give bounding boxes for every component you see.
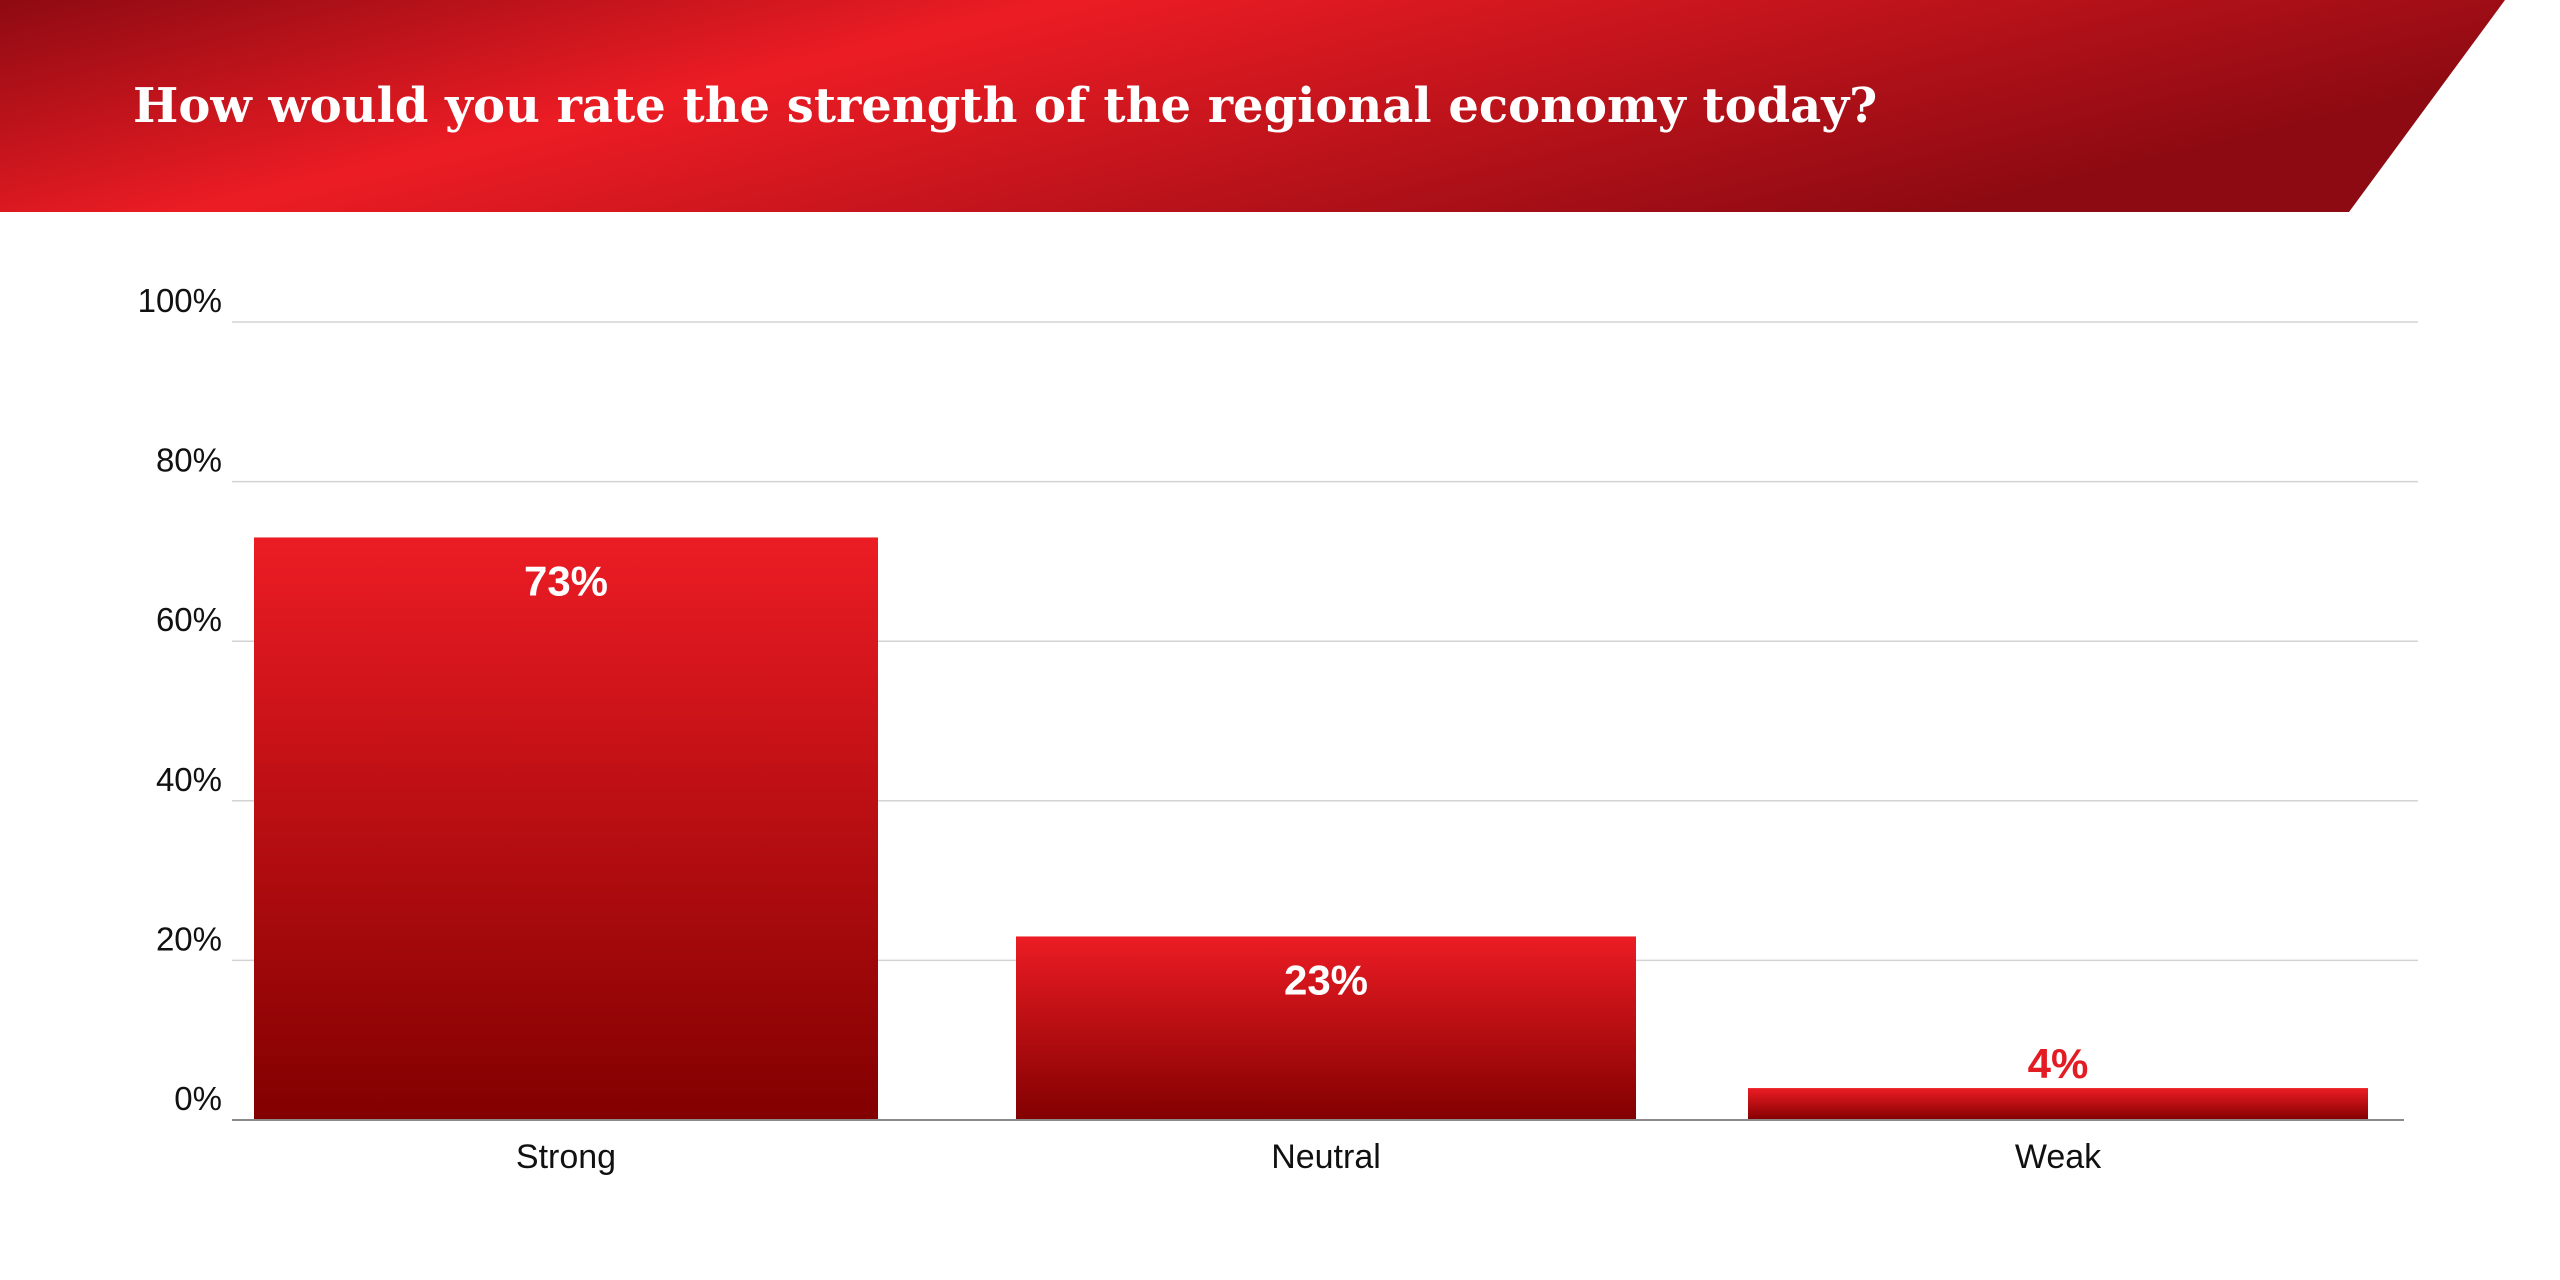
y-tick-label: 0% — [174, 1080, 222, 1117]
bar-strong — [254, 537, 878, 1120]
x-tick-label-weak: Weak — [2015, 1138, 2102, 1176]
y-tick-label: 40% — [156, 761, 222, 798]
y-tick-label: 60% — [156, 601, 222, 638]
bars — [254, 537, 2368, 1120]
data-labels: 73% 23% 4% — [524, 557, 2088, 1087]
chart-title: How would you rate the strength of the r… — [133, 78, 1878, 134]
data-label-weak: 4% — [2028, 1040, 2089, 1087]
y-axis-tick-labels: 0% 20% 40% 60% 80% 100% — [138, 282, 222, 1117]
x-tick-label-strong: Strong — [516, 1138, 616, 1176]
y-tick-label: 80% — [156, 442, 222, 479]
x-tick-label-neutral: Neutral — [1271, 1138, 1381, 1176]
data-label-strong: 73% — [524, 557, 608, 604]
y-tick-label: 100% — [138, 282, 222, 319]
title-banner: How would you rate the strength of the r… — [0, 0, 2560, 212]
banner-shape — [0, 0, 2505, 212]
bar-weak — [1748, 1088, 2368, 1120]
x-axis-tick-labels: Strong Neutral Weak — [516, 1138, 2102, 1176]
data-label-neutral: 23% — [1284, 956, 1368, 1003]
banner-background — [0, 0, 2505, 212]
bar-neutral — [1016, 936, 1636, 1120]
y-tick-label: 20% — [156, 920, 222, 957]
